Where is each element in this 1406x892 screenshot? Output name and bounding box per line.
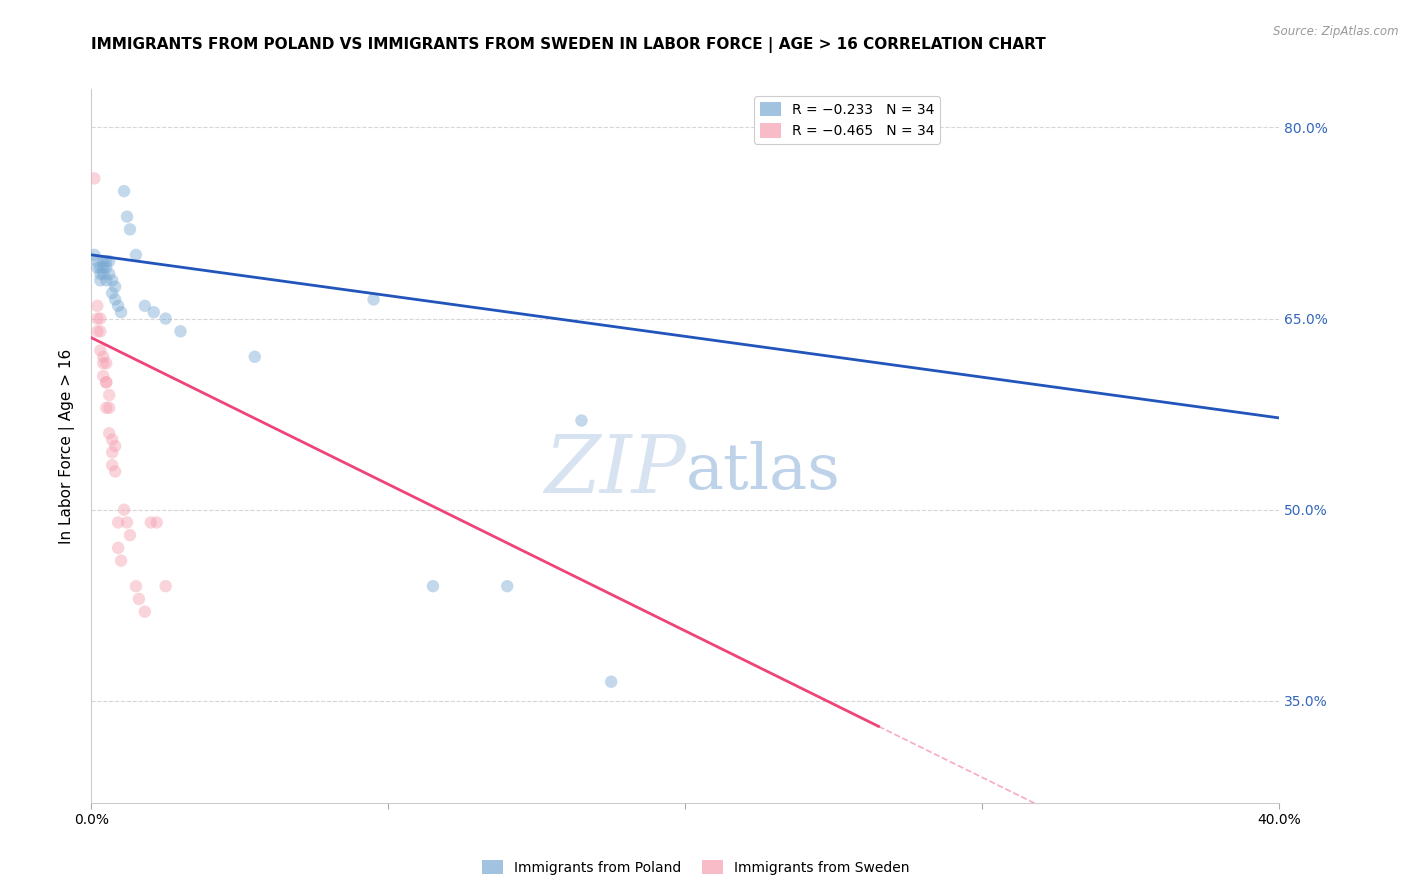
Point: [96, 356, 118, 370]
Point: [96, 376, 118, 390]
Point: [104, 279, 127, 293]
Y-axis label: In Labor Force | Age > 16: In Labor Force | Age > 16: [59, 349, 76, 543]
Point: [91, 260, 114, 275]
Point: [98, 254, 121, 268]
Point: [112, 502, 135, 516]
Point: [101, 433, 124, 447]
Point: [89, 311, 111, 326]
Point: [600, 674, 623, 689]
Point: [101, 286, 124, 301]
Point: [169, 324, 191, 338]
Point: [118, 222, 141, 236]
Point: [118, 528, 141, 542]
Point: [96, 254, 118, 268]
Point: [115, 516, 138, 530]
Point: [422, 579, 444, 593]
Text: Source: ZipAtlas.com: Source: ZipAtlas.com: [1274, 25, 1399, 38]
Text: IMMIGRANTS FROM POLAND VS IMMIGRANTS FROM SWEDEN IN LABOR FORCE | AGE > 16 CORRE: IMMIGRANTS FROM POLAND VS IMMIGRANTS FRO…: [91, 37, 1046, 54]
Point: [96, 401, 118, 415]
Point: [101, 458, 124, 472]
Point: [155, 579, 177, 593]
Point: [83, 171, 105, 186]
Point: [86, 299, 108, 313]
Point: [107, 299, 129, 313]
Point: [89, 324, 111, 338]
Point: [86, 254, 108, 268]
Point: [107, 541, 129, 555]
Point: [104, 439, 127, 453]
Point: [91, 254, 114, 268]
Point: [155, 311, 177, 326]
Point: [134, 605, 156, 619]
Point: [243, 350, 266, 364]
Point: [128, 591, 150, 606]
Legend: Immigrants from Poland, Immigrants from Sweden: Immigrants from Poland, Immigrants from …: [477, 855, 915, 880]
Point: [139, 516, 162, 530]
Point: [86, 324, 108, 338]
Point: [98, 388, 121, 402]
Point: [86, 311, 108, 326]
Point: [96, 376, 118, 390]
Point: [363, 293, 385, 307]
Point: [98, 426, 121, 441]
Point: [96, 273, 118, 287]
Point: [101, 445, 124, 459]
Point: [125, 248, 148, 262]
Point: [112, 184, 135, 198]
Point: [107, 516, 129, 530]
Point: [110, 554, 132, 568]
Point: [571, 413, 593, 427]
Point: [96, 260, 118, 275]
Point: [91, 350, 114, 364]
Point: [104, 293, 127, 307]
Point: [101, 273, 124, 287]
Point: [89, 343, 111, 358]
Point: [98, 267, 121, 281]
Text: ZIP: ZIP: [544, 433, 685, 509]
Point: [115, 210, 138, 224]
Point: [496, 579, 519, 593]
Point: [134, 299, 156, 313]
Point: [91, 267, 114, 281]
Point: [145, 516, 167, 530]
Point: [83, 248, 105, 262]
Point: [91, 368, 114, 383]
Point: [142, 305, 165, 319]
Point: [91, 356, 114, 370]
Point: [110, 305, 132, 319]
Point: [89, 267, 111, 281]
Point: [98, 401, 121, 415]
Point: [125, 579, 148, 593]
Point: [104, 465, 127, 479]
Point: [89, 260, 111, 275]
Legend: R = −0.233   N = 34, R = −0.465   N = 34: R = −0.233 N = 34, R = −0.465 N = 34: [754, 96, 939, 144]
Text: atlas: atlas: [685, 441, 841, 501]
Point: [89, 273, 111, 287]
Point: [86, 260, 108, 275]
